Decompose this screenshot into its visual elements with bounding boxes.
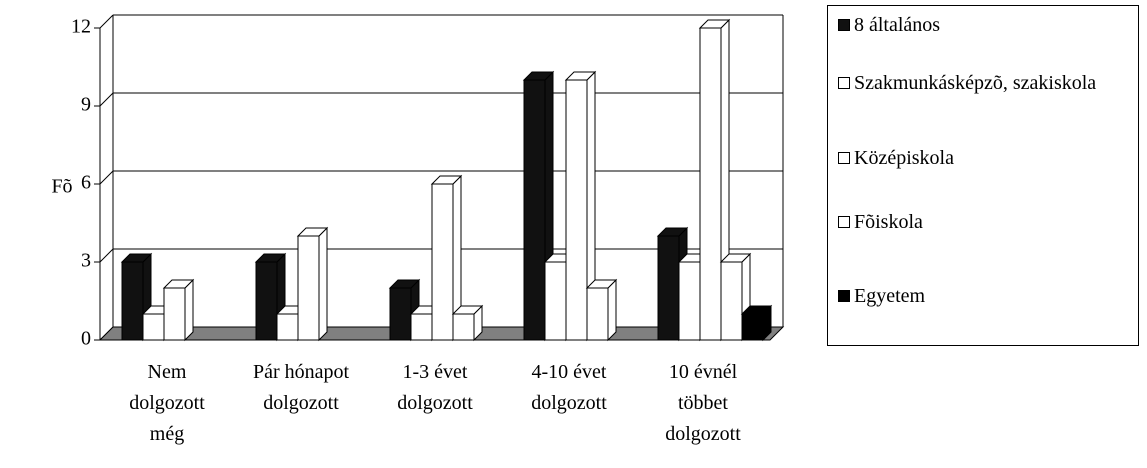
chart: 0 3 6 9 12 Fõ (51, 14, 785, 350)
x-tick-label: 10 évnél többet dolgozott (665, 361, 741, 445)
x-tick-label: 4-10 évet dolgozott (531, 361, 607, 414)
y-tick-label: 9 (81, 94, 91, 116)
bar-front (142, 313, 165, 341)
bar-front (389, 287, 412, 341)
bar-front (297, 235, 320, 341)
bar (296, 226, 329, 342)
legend-swatch (838, 290, 850, 302)
bar-front (163, 287, 186, 341)
bar-front (565, 79, 588, 341)
legend-entry: Középiskola (834, 147, 1134, 170)
legend-swatch (838, 19, 850, 31)
y-tick-label: 3 (81, 250, 91, 272)
legend-label: 8 általános (854, 14, 941, 36)
bar (564, 70, 597, 342)
bar-front (699, 27, 722, 341)
bar-side (607, 278, 617, 342)
bar-front (720, 261, 743, 341)
legend-entry: Fõiskola (834, 211, 1134, 234)
bar-front (255, 261, 278, 341)
bar-front (121, 261, 144, 341)
bar-side (318, 226, 328, 342)
bar-front (741, 313, 764, 341)
grid-line-side (99, 248, 114, 263)
legend-swatch (838, 77, 850, 89)
bar-front (544, 261, 567, 341)
bar-side (184, 278, 194, 342)
legend-entry: Szakmunkásképzõ, szakiskola (834, 72, 1134, 95)
legend-swatch (838, 152, 850, 164)
bar (162, 278, 195, 342)
bar-front (523, 79, 546, 341)
bar (585, 278, 618, 342)
legend-entry: Egyetem (834, 285, 1134, 308)
bar-front (276, 313, 299, 341)
grid-line-side (99, 170, 114, 185)
grid-line-side (99, 92, 114, 107)
legend-swatch (838, 216, 850, 228)
bar-front (657, 235, 680, 341)
legend: 8 általános Szakmunkásképzõ, szakiskola Kö… (827, 5, 1139, 346)
x-tick-label: 1-3 évet dolgozott (397, 361, 473, 414)
grid-line-side (99, 14, 114, 29)
legend-label: Fõiskola (854, 211, 923, 233)
y-tick-label: 6 (81, 172, 91, 194)
bar (740, 304, 773, 342)
bar-front (586, 287, 609, 341)
y-tick-label: 12 (71, 16, 91, 38)
bar-front (452, 313, 475, 341)
legend-entry: 8 általános (834, 14, 1134, 37)
bar-front (410, 313, 433, 341)
y-axis-label: Fõ (51, 176, 72, 198)
bar-front (678, 261, 701, 341)
x-tick-label: Pár hónapot dolgozott (252, 361, 350, 414)
bar (430, 174, 463, 342)
y-tick-label: 0 (81, 328, 91, 350)
bar (451, 304, 484, 342)
bar-front (431, 183, 454, 341)
legend-label: Egyetem (854, 285, 926, 307)
legend-label: Középiskola (854, 147, 954, 169)
legend-label: Szakmunkásképzõ, szakiskola (854, 72, 1097, 94)
x-tick-label: Nem dolgozott még (129, 361, 205, 445)
